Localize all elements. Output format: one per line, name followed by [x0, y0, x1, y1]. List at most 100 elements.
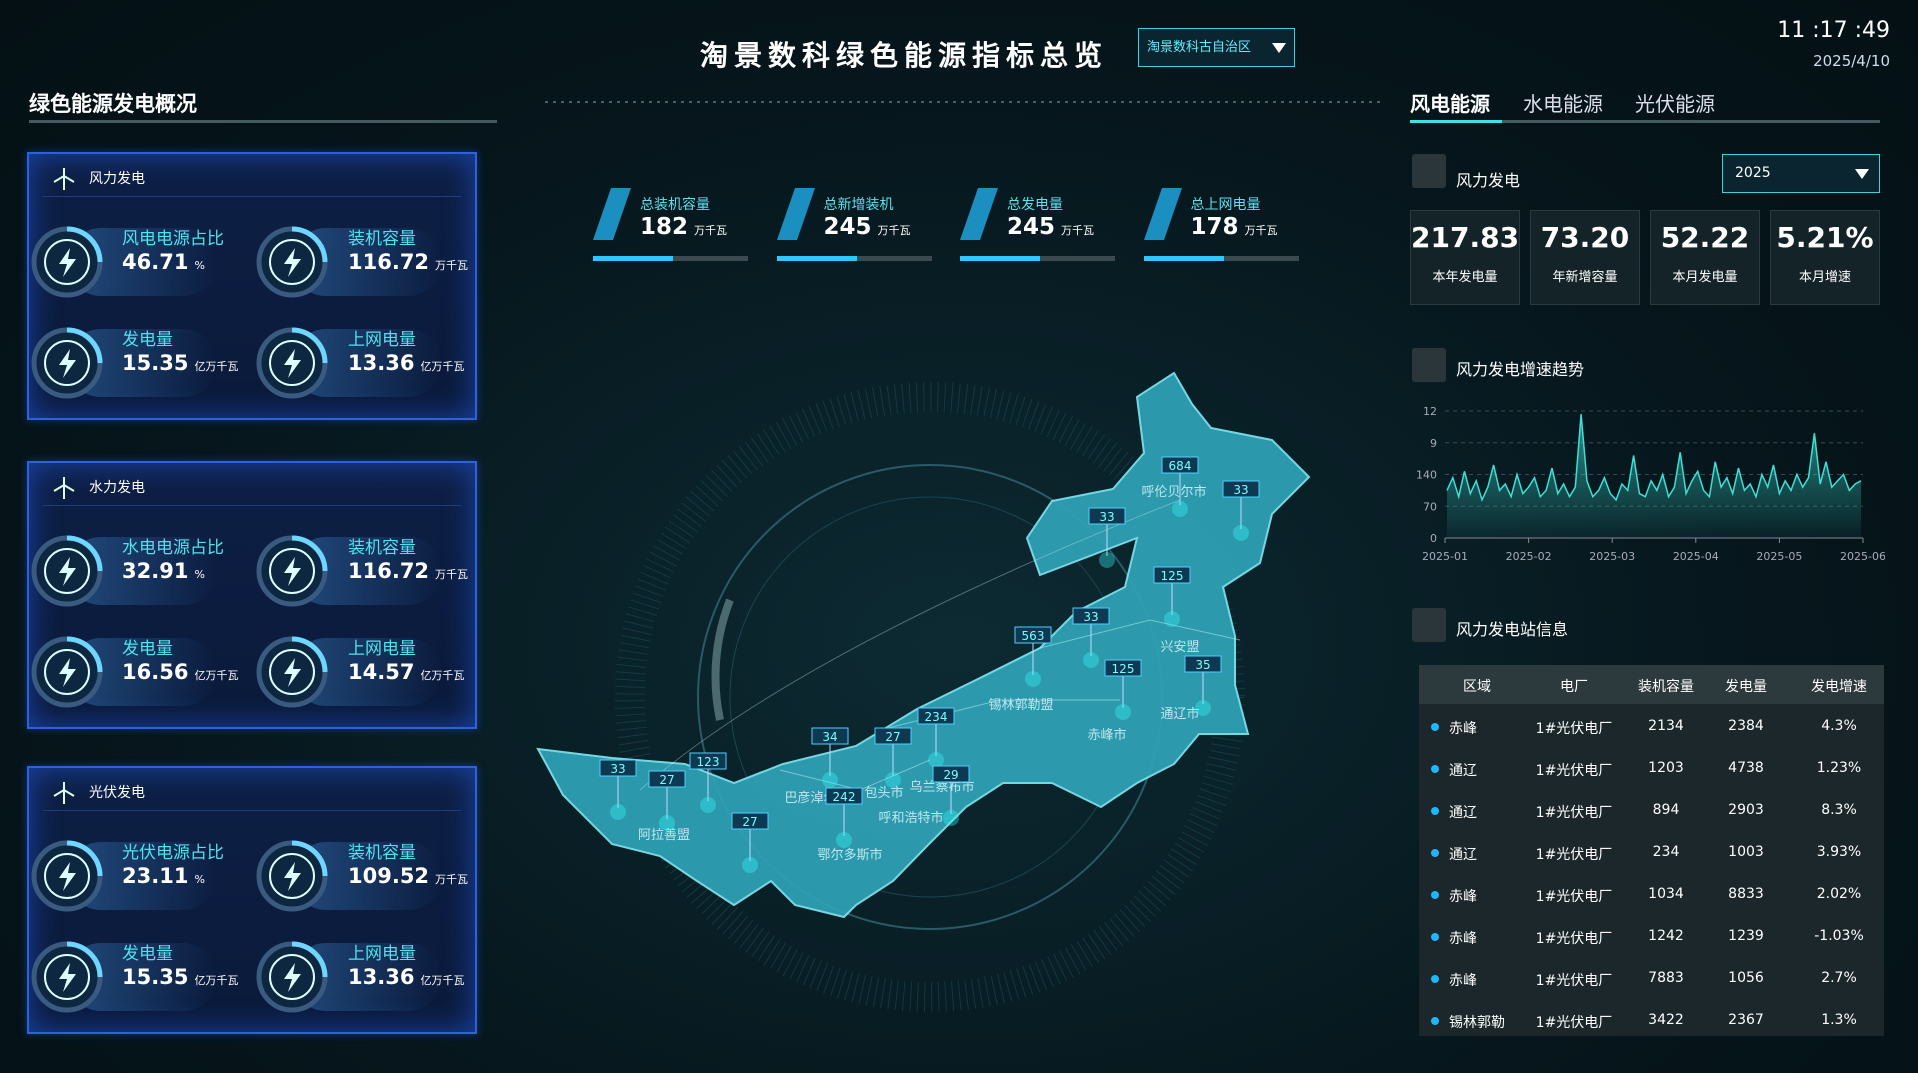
stat-progress [593, 256, 673, 261]
icon-glyph [284, 349, 301, 378]
item-number: 116.72 [348, 250, 430, 274]
kpi-label: 年新增容量 [1552, 270, 1618, 285]
marker-box [825, 787, 863, 805]
marker-value: 684 [1169, 459, 1192, 473]
stat-unit: 万千瓦 [1244, 224, 1278, 237]
table-cell: 1203 [1648, 760, 1684, 776]
energy-tab[interactable]: 水电能源 [1523, 92, 1603, 116]
kpi-card: 217.83 本年发电量 [1410, 210, 1520, 305]
table-cell: 2134 [1648, 718, 1684, 734]
table-cell: 赤峰 [1449, 721, 1477, 737]
table-cell: 1#光伏电厂 [1535, 1015, 1613, 1031]
item-unit: % [194, 873, 205, 886]
stat-number: 245 [1007, 214, 1056, 240]
item-number: 14.57 [348, 660, 415, 684]
marker-box [874, 727, 912, 745]
stat-label: 总新增装机 [823, 197, 894, 213]
icon-glyph [59, 248, 76, 277]
marker-box [689, 752, 727, 770]
kpi-value: 5.21% [1776, 221, 1874, 254]
item-value: 13.36 亿万千瓦 [348, 351, 464, 375]
y-tick-label: 9 [1430, 437, 1437, 450]
item-value: 116.72 万千瓦 [348, 250, 468, 274]
city-name: 呼伦贝尔市 [1141, 484, 1206, 500]
marker-box [1153, 566, 1191, 584]
y-tick-label: 140 [1416, 469, 1437, 482]
item-number: 13.36 [348, 965, 415, 989]
item-number: 15.35 [122, 965, 189, 989]
item-unit: 万千瓦 [435, 259, 469, 272]
item-label: 风电电源占比 [122, 229, 224, 249]
icon-glyph [59, 658, 76, 687]
table-cell: 3422 [1648, 1012, 1684, 1028]
region-dropdown[interactable]: 淘景数科古自治区 [1138, 28, 1295, 67]
table-cell: 1#光伏电厂 [1535, 931, 1613, 947]
header-icon [1412, 348, 1446, 382]
section-underline [29, 120, 497, 123]
icon-ring-accent [291, 226, 328, 263]
icon-ring-accent [66, 226, 103, 263]
panel-title: 风力发电 [89, 171, 145, 187]
icon-glyph [59, 862, 76, 891]
energy-tab[interactable]: 风电能源 [1410, 92, 1490, 116]
item-icon [31, 840, 103, 912]
marker-value: 35 [1195, 658, 1210, 672]
marker-box [1161, 456, 1199, 474]
energy-tab[interactable]: 光伏能源 [1635, 92, 1715, 116]
item-unit: 亿万千瓦 [420, 360, 465, 373]
icon-ring-accent [66, 941, 103, 978]
panel-rule [43, 505, 461, 506]
item-label: 上网电量 [348, 944, 416, 964]
kpi-card: 73.20 年新增容量 [1530, 210, 1640, 305]
icon-ring-accent [291, 840, 328, 877]
panel-rule [43, 196, 461, 197]
panel-title: 水力发电 [89, 480, 145, 496]
stat-progress [776, 256, 857, 261]
item-icon [256, 840, 328, 912]
stat-label: 总装机容量 [640, 197, 710, 213]
marker-glow [1099, 552, 1115, 568]
item-label: 发电量 [122, 639, 173, 659]
column-header: 装机容量 [1638, 679, 1694, 695]
table-cell: 赤峰 [1449, 973, 1477, 989]
table-cell: 1056 [1728, 970, 1764, 986]
row-bullet [1431, 807, 1439, 815]
marker-glow [1172, 501, 1188, 517]
marker-glow [836, 832, 852, 848]
item-label: 光伏电源占比 [122, 843, 224, 863]
marker-glow [1025, 671, 1041, 687]
marker-glow [885, 772, 901, 788]
icon-ring-accent [291, 535, 328, 572]
x-tick-label: 2025-06 [1840, 550, 1885, 563]
item-icon [256, 226, 328, 298]
city-name: 包头市 [864, 785, 903, 801]
marker-value: 34 [822, 730, 837, 744]
kpi-label: 本月发电量 [1672, 270, 1738, 285]
item-value: 13.36 亿万千瓦 [348, 965, 464, 989]
table-cell: 1#光伏电厂 [1535, 973, 1613, 989]
kpi-label: 本月增速 [1798, 270, 1851, 285]
y-tick-label: 70 [1423, 500, 1437, 513]
icon-ring-accent [66, 636, 103, 673]
item-number: 23.11 [122, 864, 189, 888]
row-bullet [1431, 933, 1439, 941]
item-label: 发电量 [122, 330, 173, 350]
badge [776, 188, 815, 240]
table-cell: 2.02% [1816, 886, 1862, 902]
stat-value: 182 万千瓦 [640, 214, 727, 240]
column-header: 电厂 [1560, 679, 1588, 695]
stat-badge [1143, 188, 1182, 240]
year-dropdown[interactable]: 2025 [1722, 154, 1880, 193]
item-unit: 万千瓦 [435, 873, 469, 886]
marker-glow [943, 810, 959, 826]
marker-box [599, 759, 637, 777]
marker-glow [1233, 525, 1249, 541]
item-unit: 亿万千瓦 [194, 974, 239, 987]
row-bullet [1431, 1017, 1439, 1025]
x-tick-label: 2025-02 [1506, 550, 1552, 563]
kpi-value: 217.83 [1411, 221, 1520, 254]
glyph [53, 782, 75, 804]
marker-value: 33 [610, 762, 625, 776]
trend-line [1446, 414, 1862, 503]
